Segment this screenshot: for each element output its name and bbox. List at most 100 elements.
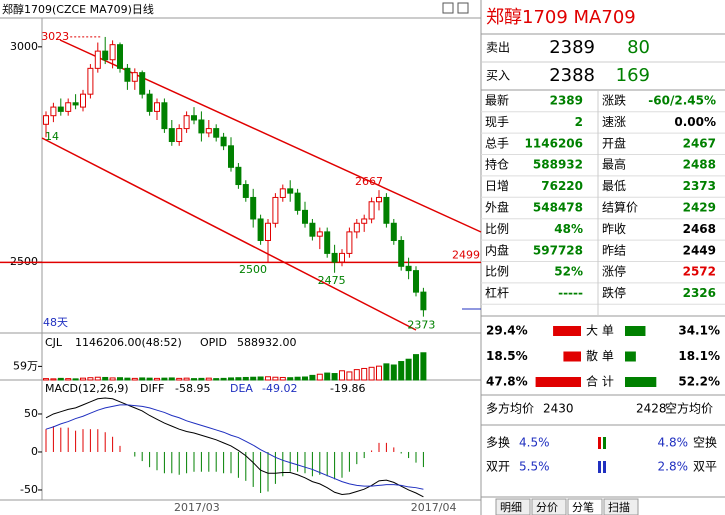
flow-right: 34.1%: [678, 324, 720, 338]
change-icon: [598, 461, 601, 473]
candle-body: [57, 106, 64, 112]
flow-left: 47.8%: [486, 375, 528, 389]
change-label: 双平: [693, 460, 717, 474]
short-avg: 2428: [636, 402, 667, 416]
window-button[interactable]: [457, 2, 469, 14]
volume-value: 1146206.00(48:52): [75, 336, 182, 349]
price-annotation: 2373: [407, 319, 435, 332]
long-avg-label: 多方均价: [486, 401, 534, 416]
quote-title: 郑醇1709 MA709: [486, 7, 636, 28]
price-annotation: 2500: [239, 263, 267, 276]
volume-bar: [405, 358, 412, 381]
volume-bar: [361, 367, 368, 381]
change-value: 4.5%: [519, 436, 550, 450]
change-label: 双开: [486, 460, 510, 474]
quote-label: 涨停: [602, 264, 626, 279]
volume-bar: [65, 378, 72, 381]
tab-label[interactable]: 分价: [536, 501, 558, 514]
candle-body: [87, 67, 94, 95]
candle-body: [250, 196, 257, 220]
volume-bar: [191, 378, 197, 381]
quote-label: 速涨: [602, 114, 626, 129]
price-annotation: 2667: [355, 175, 383, 188]
candle-body: [94, 50, 101, 69]
quote-value: 2449: [683, 243, 716, 257]
volume-tick-label: 59万: [13, 359, 38, 372]
candle-body: [242, 184, 249, 198]
candle-body: [176, 128, 183, 143]
candle-body: [368, 201, 375, 220]
quote-label: 最高: [602, 157, 626, 172]
candle-body: [102, 50, 109, 61]
volume-bar: [302, 376, 308, 381]
macd-dea-label: DEA: [230, 382, 253, 395]
quote-value: -60/2.45%: [648, 94, 716, 108]
volume-bar: [168, 377, 175, 381]
volume-bar: [316, 373, 323, 381]
candle-body: [205, 128, 212, 134]
quote-value: 2429: [683, 201, 716, 215]
volume-bar: [257, 376, 264, 381]
flow-label: 合 计: [586, 374, 614, 389]
volume-bar: [368, 366, 375, 381]
quote-label: 比例: [485, 265, 509, 279]
volume-label: CJL: [45, 336, 63, 349]
flow-left: 29.4%: [486, 324, 528, 338]
days-label: 48天: [43, 316, 68, 329]
tab-label[interactable]: 分笔: [572, 500, 594, 514]
change-icon: [603, 461, 606, 473]
macd-diff-label: DIFF: [140, 382, 164, 395]
volume-bar: [161, 377, 168, 381]
quote-value: 548478: [533, 201, 583, 215]
volume-bar: [250, 376, 257, 381]
tab[interactable]: [567, 498, 603, 515]
candle-body: [361, 218, 368, 224]
candle-body: [50, 106, 57, 117]
candle-body: [339, 252, 345, 263]
x-tick-label: 2017/03: [174, 501, 220, 514]
volume-bar: [220, 377, 227, 381]
tab[interactable]: [495, 498, 531, 515]
volume-bar: [72, 378, 79, 381]
volume-bar: [102, 376, 109, 381]
tab-label[interactable]: 扫描: [608, 500, 630, 514]
buy-price: 2388: [549, 65, 595, 86]
macd-tick-label: -50: [20, 483, 38, 496]
candle-body: [235, 166, 242, 186]
candle-body: [139, 72, 146, 95]
volume-bar: [272, 376, 279, 381]
candle-body: [383, 196, 390, 224]
volume-bar: [80, 377, 86, 381]
quote-label: 日增: [485, 179, 509, 193]
candle-body: [287, 188, 294, 194]
candle-body: [80, 93, 86, 108]
macd-tick-label: 50: [24, 407, 38, 420]
volume-bar: [309, 374, 316, 381]
candle-body: [353, 222, 360, 233]
volume-bar: [353, 369, 360, 381]
quote-value: 0.00%: [674, 115, 716, 129]
candle-body: [220, 136, 227, 147]
candle-body: [398, 239, 405, 267]
tab-label[interactable]: 明细: [500, 501, 522, 514]
candle-body: [198, 119, 205, 134]
flow-right: 52.2%: [678, 375, 720, 389]
volume-bar: [50, 378, 57, 381]
quote-value: 52%: [554, 265, 583, 279]
tab[interactable]: [531, 498, 567, 515]
flow-bar-right: [625, 377, 657, 387]
y-tick-label: 2500: [10, 255, 38, 268]
volume-bar: [131, 377, 138, 381]
volume-bar: [154, 377, 160, 381]
quote-value: -----: [558, 286, 583, 300]
quote-value: 597728: [533, 243, 583, 257]
quote-value: 2373: [683, 179, 716, 193]
quote-value: 588932: [533, 158, 583, 172]
flow-bar-right: [625, 351, 636, 362]
candle-body: [331, 252, 338, 263]
candle-body: [390, 222, 397, 241]
tab[interactable]: [603, 498, 639, 515]
quote-value: 1146206: [525, 136, 583, 150]
window-button[interactable]: [442, 2, 454, 14]
price-annotation: 2475: [318, 274, 346, 287]
